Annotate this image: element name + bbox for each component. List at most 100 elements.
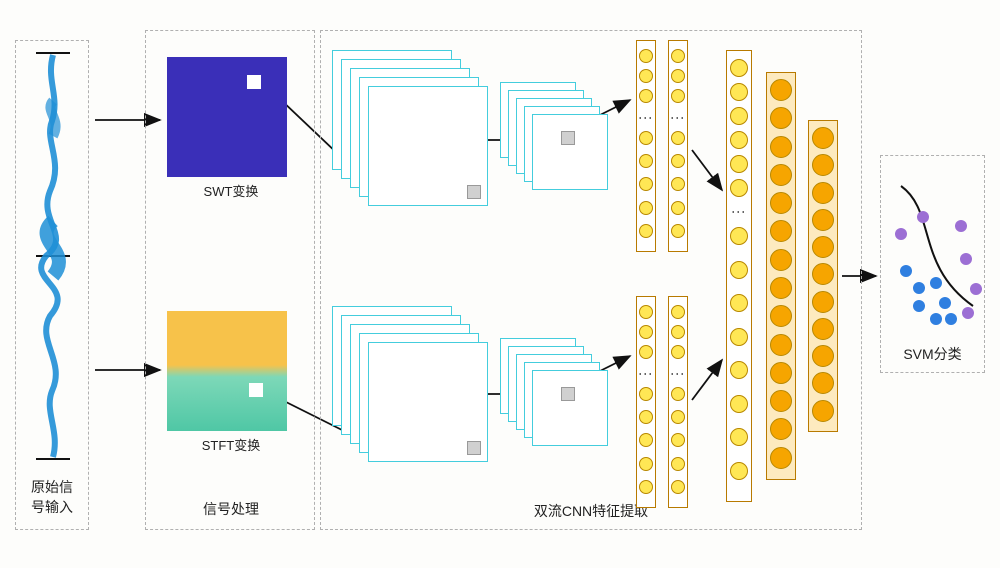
neuron-circle <box>730 328 748 346</box>
neuron-circle <box>812 400 834 422</box>
neuron-circle <box>730 131 748 149</box>
neuron-circle <box>671 89 685 103</box>
neuron-circle <box>671 325 685 339</box>
neuron-circle <box>812 182 834 204</box>
neuron-circle <box>730 155 748 173</box>
fc-merged-2 <box>808 120 838 432</box>
neuron-circle <box>671 131 685 145</box>
neuron-circle <box>770 220 792 242</box>
neuron-circle <box>730 361 748 379</box>
svm-point <box>955 220 967 232</box>
fc-stream2-col1: ⋮ <box>636 296 656 508</box>
vdots-icon: ⋮ <box>644 111 648 125</box>
neuron-circle <box>639 480 653 494</box>
neuron-circle <box>671 345 685 359</box>
neuron-circle <box>812 345 834 367</box>
neuron-circle <box>770 249 792 271</box>
neuron-circle <box>770 136 792 158</box>
neuron-circle <box>639 387 653 401</box>
neuron-circle <box>639 457 653 471</box>
neuron-circle <box>770 79 792 101</box>
neuron-circle <box>770 447 792 469</box>
svm-point <box>962 307 974 319</box>
neuron-circle <box>770 277 792 299</box>
neuron-circle <box>639 325 653 339</box>
neuron-circle <box>639 131 653 145</box>
neuron-circle <box>770 390 792 412</box>
neuron-circle <box>730 294 748 312</box>
label-swt: SWT变换 <box>146 181 316 200</box>
neuron-circle <box>770 164 792 186</box>
neuron-circle <box>730 179 748 197</box>
panel-svm: SVM分类 <box>880 155 985 373</box>
svm-scatter <box>881 156 986 336</box>
neuron-circle <box>671 224 685 238</box>
neuron-circle <box>812 209 834 231</box>
neuron-circle <box>730 227 748 245</box>
svm-point <box>895 228 907 240</box>
neuron-circle <box>812 127 834 149</box>
svm-point <box>930 277 942 289</box>
fc-premerged: ⋮ <box>726 50 752 502</box>
neuron-circle <box>812 154 834 176</box>
neuron-circle <box>671 387 685 401</box>
neuron-circle <box>639 154 653 168</box>
svm-point <box>970 283 982 295</box>
neuron-circle <box>671 177 685 191</box>
neuron-circle <box>812 318 834 340</box>
panel-raw-input: 原始信 号输入 <box>15 40 89 530</box>
neuron-circle <box>671 410 685 424</box>
fc-stream2-col2: ⋮ <box>668 296 688 508</box>
fc-stream1-col1: ⋮ <box>636 40 656 252</box>
neuron-circle <box>730 107 748 125</box>
fc-stream1-col2: ⋮ <box>668 40 688 252</box>
neuron-circle <box>671 201 685 215</box>
neuron-circle <box>671 69 685 83</box>
neuron-circle <box>639 49 653 63</box>
neuron-circle <box>639 433 653 447</box>
svm-point <box>900 265 912 277</box>
svm-point <box>945 313 957 325</box>
svm-point <box>917 211 929 223</box>
neuron-circle <box>730 428 748 446</box>
neuron-circle <box>639 201 653 215</box>
label-preprocessing: 信号处理 <box>146 499 316 519</box>
neuron-circle <box>730 59 748 77</box>
neuron-circle <box>671 457 685 471</box>
neuron-circle <box>730 395 748 413</box>
label-raw-input: 原始信 号输入 <box>16 471 88 517</box>
stft-transform-image <box>167 311 287 431</box>
neuron-circle <box>770 362 792 384</box>
neuron-circle <box>812 291 834 313</box>
vdots-icon: ⋮ <box>676 367 680 381</box>
neuron-circle <box>770 418 792 440</box>
neuron-circle <box>639 305 653 319</box>
neuron-circle <box>812 263 834 285</box>
neuron-circle <box>639 345 653 359</box>
neuron-circle <box>671 433 685 447</box>
neuron-circle <box>730 462 748 480</box>
vdots-icon: ⋮ <box>737 205 741 219</box>
raw-signal-waveform <box>16 41 90 471</box>
neuron-circle <box>770 305 792 327</box>
neuron-circle <box>770 192 792 214</box>
fc-merged-1 <box>766 72 796 480</box>
neuron-circle <box>639 224 653 238</box>
neuron-circle <box>812 236 834 258</box>
neuron-circle <box>770 334 792 356</box>
neuron-circle <box>671 480 685 494</box>
neuron-circle <box>730 261 748 279</box>
neuron-circle <box>639 89 653 103</box>
neuron-circle <box>671 154 685 168</box>
neuron-circle <box>639 69 653 83</box>
label-cnn: 双流CNN特征提取 <box>321 501 861 521</box>
neuron-circle <box>671 305 685 319</box>
vdots-icon: ⋮ <box>676 111 680 125</box>
svm-point <box>960 253 972 265</box>
swt-transform-image <box>167 57 287 177</box>
neuron-circle <box>730 83 748 101</box>
svm-point <box>913 282 925 294</box>
label-stft: STFT变换 <box>146 435 316 454</box>
neuron-circle <box>770 107 792 129</box>
neuron-circle <box>671 49 685 63</box>
